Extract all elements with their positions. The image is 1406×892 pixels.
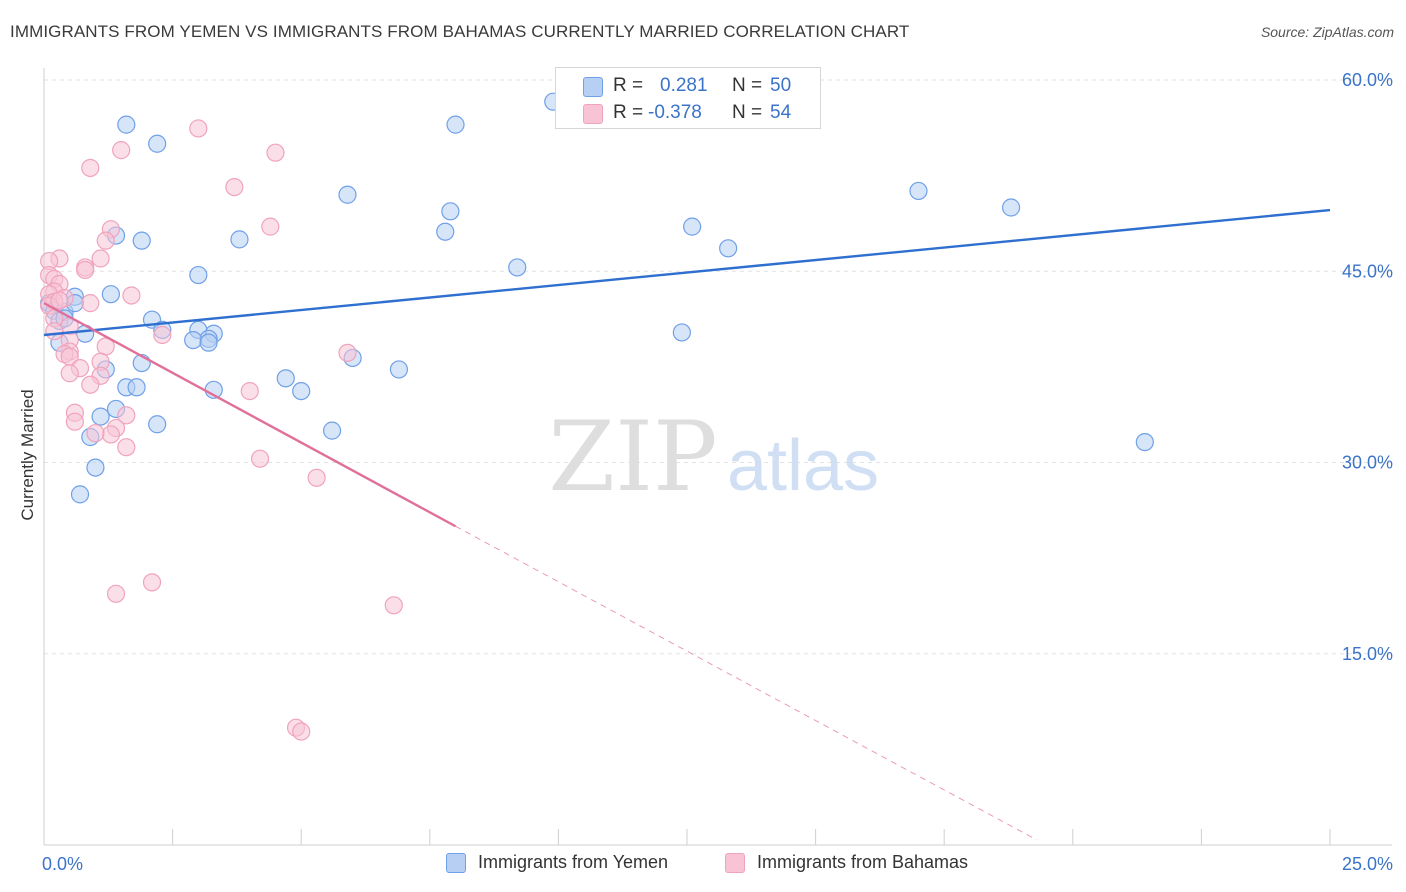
- data-point: [384, 596, 403, 615]
- stats-r-label: R =: [613, 75, 644, 96]
- data-point: [508, 258, 527, 277]
- data-point: [117, 406, 136, 425]
- watermark-zip: ZIP: [548, 401, 717, 513]
- data-point: [1001, 198, 1021, 217]
- data-point: [148, 415, 167, 434]
- legend-item-yemen[interactable]: Immigrants from Yemen: [446, 852, 668, 873]
- y-tick-label: 15.0%: [1342, 644, 1393, 664]
- trend-line-bahamas: [43, 302, 457, 528]
- data-point: [81, 375, 100, 394]
- data-point: [81, 158, 100, 178]
- legend-swatch-bahamas: [725, 852, 745, 873]
- data-point: [60, 364, 79, 383]
- stats-n-label: N =: [732, 75, 763, 96]
- data-point: [225, 178, 244, 197]
- watermark-atlas: atlas: [727, 426, 879, 506]
- y-tick-label: 45.0%: [1342, 261, 1393, 281]
- data-point: [81, 294, 100, 313]
- data-point: [106, 584, 126, 603]
- data-point: [672, 323, 691, 342]
- data-point: [1135, 433, 1154, 452]
- data-point: [292, 382, 311, 401]
- x-tick-label: 25.0%: [1342, 854, 1393, 874]
- data-point: [292, 722, 311, 741]
- trend-line-yemen: [43, 208, 1331, 337]
- data-point: [101, 285, 120, 304]
- y-tick-label: 30.0%: [1342, 453, 1393, 473]
- stats-n-value: 50: [770, 75, 792, 96]
- data-point: [184, 331, 203, 350]
- data-point: [117, 115, 136, 134]
- stats-r-value: -0.378: [648, 102, 702, 123]
- watermark: ZIP atlas: [548, 401, 879, 513]
- chart-title: IMMIGRANTS FROM YEMEN VS IMMIGRANTS FROM…: [10, 22, 910, 41]
- data-point: [122, 286, 141, 305]
- axes: [43, 68, 1392, 846]
- data-point: [148, 134, 167, 153]
- stats-n-value: 54: [770, 102, 792, 123]
- data-point: [50, 291, 69, 310]
- source-label: Source: ZipAtlas.com: [1260, 24, 1394, 40]
- data-point: [112, 141, 131, 160]
- stats-swatch-yemen: [583, 77, 603, 97]
- data-point: [132, 231, 151, 250]
- data-point: [65, 412, 84, 431]
- data-point: [86, 424, 105, 443]
- data-point: [909, 181, 928, 201]
- data-point: [436, 222, 455, 241]
- data-point: [261, 217, 280, 236]
- data-point: [230, 230, 249, 249]
- y-tick-label: 60.0%: [1342, 70, 1393, 90]
- data-point: [76, 260, 95, 280]
- data-point: [338, 343, 357, 362]
- trend-line-extension: [455, 525, 1038, 841]
- stats-r-value: 0.281: [660, 75, 708, 96]
- x-tick-label: 0.0%: [42, 854, 83, 874]
- data-point: [45, 322, 64, 341]
- data-point: [153, 325, 172, 345]
- data-point: [101, 425, 120, 444]
- stats-n-label: N =: [732, 102, 763, 123]
- data-point: [250, 449, 270, 468]
- data-point: [91, 249, 110, 268]
- data-point: [446, 115, 465, 134]
- data-point: [719, 239, 738, 258]
- data-point: [70, 485, 90, 504]
- stats-swatch-bahamas: [583, 104, 603, 124]
- data-point: [276, 369, 295, 388]
- data-point: [199, 333, 218, 352]
- data-point: [240, 382, 259, 401]
- data-point: [189, 119, 208, 138]
- legend-item-bahamas[interactable]: Immigrants from Bahamas: [725, 852, 968, 873]
- data-point: [189, 265, 208, 285]
- legend-label-bahamas: Immigrants from Bahamas: [757, 852, 969, 872]
- data-point: [322, 421, 342, 440]
- data-point: [389, 360, 409, 379]
- data-point: [86, 458, 105, 477]
- legend-label-yemen: Immigrants from Yemen: [478, 852, 669, 872]
- stats-box: R = 0.281 N = 50 R = -0.378 N = 54: [555, 67, 821, 129]
- series-bahamas-points: [40, 119, 403, 741]
- data-point: [441, 202, 460, 221]
- data-point: [127, 378, 146, 397]
- data-point: [91, 407, 110, 426]
- legend: Immigrants from Yemen Immigrants from Ba…: [0, 852, 1406, 878]
- legend-swatch-yemen: [446, 852, 466, 873]
- data-point: [266, 143, 285, 162]
- data-point: [117, 438, 136, 457]
- data-point: [307, 468, 326, 487]
- data-point: [142, 573, 162, 592]
- data-point: [96, 231, 115, 250]
- stats-r-label: R =: [613, 102, 644, 123]
- data-point: [338, 185, 357, 204]
- data-point: [683, 217, 702, 236]
- grid-lines: [44, 79, 1392, 655]
